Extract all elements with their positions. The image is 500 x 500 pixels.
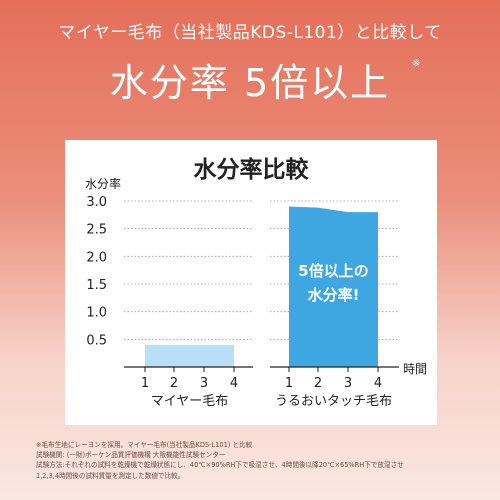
- annotation-line-1: 5倍以上の: [298, 262, 368, 280]
- footnote-line: ※毛布生地にレーヨンを採用。マイヤー毛布(当社製品KDS-L101) と比較: [36, 441, 253, 449]
- annotation-line-2: 水分率!: [308, 286, 360, 304]
- page-title: 水分率 5倍以上: [109, 61, 391, 105]
- x-tick-label: 2: [170, 376, 178, 391]
- y-tick-label: 2.0: [86, 250, 107, 265]
- footnote-line: 試験方法:それぞれの試料を乾燥機で乾燥状態にし、40℃×90%RH下で吸湿させ、…: [36, 461, 404, 470]
- y-tick-label: 0.5: [86, 333, 107, 348]
- y-tick-label: 2.5: [86, 223, 107, 238]
- y-tick-label: 3.0: [86, 195, 107, 210]
- footnote-line: 1,2,3,4時間後の試料質量を測定した数値で比較。: [36, 471, 185, 480]
- chart-card: 水分率比較 水分率 0.5 1.0 1.5 2.0 2.5 3.0 5倍以上の 水分率! 1 2 3 4 マ…: [65, 140, 437, 425]
- chart-title: 水分率比較: [194, 156, 310, 183]
- series-area-1: [145, 344, 234, 367]
- subtitle: マイヤー毛布（当社製品KDS-L101）と比較して: [58, 23, 442, 43]
- footnotes: ※毛布生地にレーヨンを採用。マイヤー毛布(当社製品KDS-L101) と比較 試…: [36, 440, 486, 481]
- title-note-mark: ※: [412, 58, 421, 69]
- y-axis-label: 水分率: [85, 176, 121, 191]
- series-label: マイヤー毛布: [151, 394, 229, 409]
- x-tick-label: 3: [344, 376, 352, 391]
- x-tick-label: 1: [141, 376, 149, 391]
- series-label: うるおいタッチ毛布: [275, 394, 392, 409]
- y-tick-label: 1.5: [86, 278, 107, 293]
- y-tick-label: 1.0: [86, 306, 107, 321]
- x-tick-label: 1: [285, 376, 293, 391]
- x-tick-label: 4: [374, 376, 382, 391]
- x-axis-label: 時間: [403, 362, 427, 376]
- footnote-line: 試験機関: (一財)ボーケン品質評価機構 大阪機能性試験センター: [36, 451, 226, 460]
- x-tick-label: 4: [230, 376, 238, 391]
- series-area-2: [289, 206, 378, 367]
- x-tick-label: 2: [314, 376, 322, 391]
- x-tick-label: 3: [200, 376, 208, 391]
